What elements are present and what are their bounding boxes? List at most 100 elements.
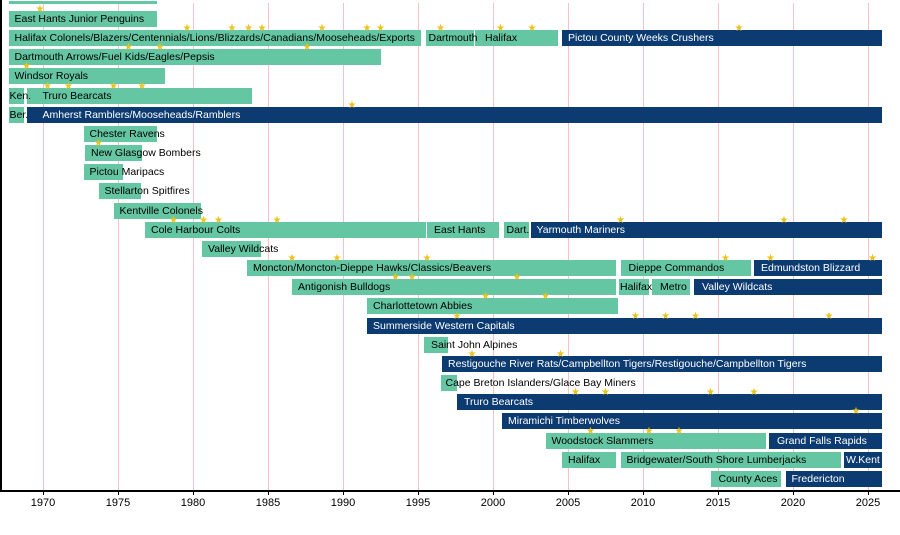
team-bar-label: Ken. [9,89,32,102]
team-period-bar [694,279,882,296]
grid-line [43,3,44,490]
team-period-bar [8,49,381,66]
team-period-bar [710,470,781,487]
team-bar-label: Halifax [485,32,518,45]
championship-star-icon: ★ [182,23,192,35]
grid-line [118,3,119,490]
team-period-bar [8,30,421,47]
grid-line [568,3,569,490]
team-period-bar [98,183,141,200]
axis-tick [793,490,794,495]
team-bar-label: Yarmouth Mariners [536,223,626,236]
axis-tick [118,490,119,495]
grid-line [493,3,494,490]
championship-star-icon: ★ [824,310,834,322]
team-period-bar [26,106,882,123]
team-bar-label: Dieppe Commandos [628,262,725,275]
championship-star-icon: ★ [257,23,267,35]
championship-star-icon: ★ [691,310,700,322]
team-period-bar [424,336,448,353]
team-period-bar [425,30,474,47]
team-period-bar [145,221,426,238]
team-period-bar [8,11,157,27]
team-bar-label: East Hants [434,223,486,236]
championship-star-icon: ★ [766,253,775,265]
championship-star-icon: ★ [332,253,342,265]
championship-star-icon: ★ [706,387,715,399]
grid-line [418,3,419,490]
team-period-bar [620,451,841,468]
championship-star-icon: ★ [155,42,165,54]
axis-tick-label: 2010 [630,497,656,509]
axis-tick-label: 1990 [330,497,356,509]
team-period-bar [8,87,24,104]
axis-tick [643,490,644,495]
team-bar-label: Saint John Alpines [431,338,518,351]
team-period-bar [457,394,882,411]
axis-tick-label: 1980 [180,497,206,509]
championship-star-icon: ★ [109,80,118,92]
team-bar-label: Dart. [506,223,530,236]
team-period-bar [502,413,882,430]
championship-star-icon: ★ [721,253,730,265]
championship-star-icon: ★ [35,4,45,15]
team-period-bar [427,221,499,238]
axis-tick [718,490,719,495]
team-period-bar [292,279,616,296]
team-period-bar [83,125,157,142]
axis-tick-label: 1970 [30,497,56,509]
championship-star-icon: ★ [661,310,670,322]
team-bar-label: New Glasgow Bombers [91,147,201,160]
championship-star-icon: ★ [616,214,625,226]
team-period-bar [530,221,882,238]
team-bar-label: Miramichi Timberwolves [508,415,621,428]
team-bar-label: Valley Wildcats [702,281,773,294]
team-bar-label: County Aces [718,472,778,485]
championship-star-icon: ★ [43,80,52,92]
championship-star-icon: ★ [376,23,385,35]
team-period-bar [8,68,165,85]
championship-star-icon: ★ [496,23,505,35]
team-bar-label: Dartmouth [428,32,478,45]
axis-tick-label: 1975 [105,497,131,509]
championship-star-icon: ★ [137,80,147,92]
team-bar-label: Windsor Royals [14,70,89,83]
team-bar-label: Amherst Ramblers/Mooseheads/Ramblers [42,108,241,121]
team-period-bar [442,355,882,372]
championship-star-icon: ★ [601,387,610,399]
team-period-bar [367,298,618,315]
axis-tick [418,490,419,495]
team-bar-label: Fredericton [791,472,845,485]
team-bar-label: Restigouche River Rats/Campbellton Tiger… [448,357,807,370]
championship-star-icon: ★ [631,310,640,322]
championship-star-icon: ★ [481,291,490,303]
championship-star-icon: ★ [407,272,417,284]
axis-tick [193,490,194,495]
grid-line [718,3,719,490]
team-period-bar [8,106,24,123]
grid-line [793,3,794,490]
championship-star-icon: ★ [391,272,400,284]
team-bar-label: Grand Falls Rapids [777,434,867,447]
championship-star-icon: ★ [556,348,565,360]
axis-tick [568,490,569,495]
championship-star-icon: ★ [199,214,208,226]
championship-star-icon: ★ [779,214,789,226]
team-period-bar [844,451,882,468]
team-bar-label: Metro [660,281,687,294]
team-period-bar [113,202,201,219]
team-period-bar [503,221,529,238]
axis-tick-label: 2025 [855,497,881,509]
team-period-bar [785,470,882,487]
team-bar-label: Cole Harbour Colts [151,223,241,236]
championship-star-icon: ★ [227,23,237,35]
axis-tick-label: 2015 [705,497,731,509]
championship-star-icon: ★ [244,23,253,35]
championship-star-icon: ★ [674,425,684,437]
grid-line [868,3,869,490]
championship-star-icon: ★ [571,387,580,399]
championship-star-icon: ★ [317,23,327,35]
team-period-bar [202,240,261,257]
team-bar-label: Cape Breton Islanders/Glace Bay Miners [445,377,636,390]
axis-tick-label: 2005 [555,497,581,509]
